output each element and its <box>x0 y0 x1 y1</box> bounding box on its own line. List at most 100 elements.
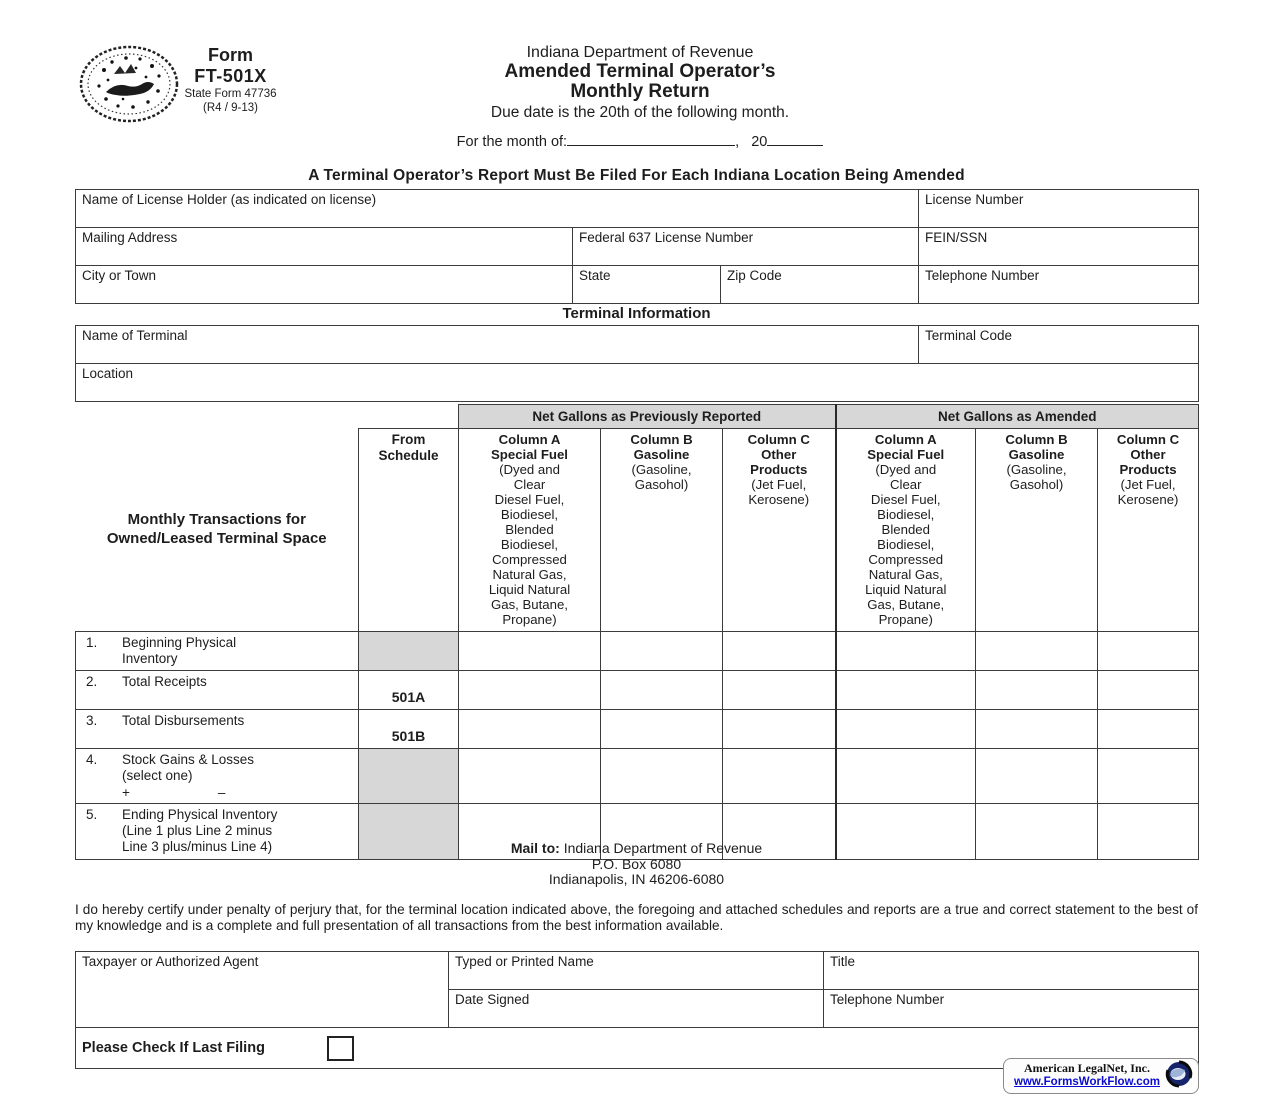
location-field[interactable]: Location <box>75 363 1199 402</box>
field-label: Typed or Printed Name <box>455 954 594 969</box>
group-amended-header: Net Gallons as Amended <box>834 404 1200 429</box>
col-c-previous-header: Column C Other Products (Jet Fuel, Keros… <box>722 428 836 632</box>
col-a-previous-header: Column A Special Fuel (Dyed and Clear Di… <box>458 428 601 632</box>
line5-prev-col-a-cell[interactable] <box>458 802 601 860</box>
form-title-line2: Monthly Return <box>570 81 710 103</box>
line3-prev-col-b-cell[interactable] <box>600 709 723 749</box>
line3-amend-col-c-cell[interactable] <box>1096 709 1200 749</box>
typed-name-field[interactable]: Typed or Printed Name <box>448 951 824 990</box>
group-previously-reported-header: Net Gallons as Previously Reported <box>458 404 836 429</box>
line4-amend-col-c-cell[interactable] <box>1096 748 1200 804</box>
month-line: For the month of:, 20 <box>320 132 960 150</box>
federal-637-license-number-field[interactable]: Federal 637 License Number <box>571 227 920 266</box>
license-holder-table: Name of License Holder (as indicated on … <box>74 189 1200 304</box>
from-schedule-header: From Schedule <box>358 428 459 632</box>
plus-option[interactable]: + <box>122 784 130 800</box>
state-form-number: State Form 47736 <box>184 88 277 101</box>
column-detail: (Dyed and Clear Diesel Fuel, Biodiesel, … <box>488 462 571 627</box>
legalnet-footer-box: American LegalNet, Inc. www.FormsWorkFlo… <box>1003 1058 1199 1094</box>
line1-amend-col-b-cell[interactable] <box>975 631 1098 671</box>
license-number-field[interactable]: License Number <box>918 189 1200 228</box>
field-label: Name of Terminal <box>82 328 188 343</box>
name-of-terminal-field[interactable]: Name of Terminal <box>75 325 919 364</box>
field-label: Terminal Code <box>925 328 1013 343</box>
field-label: Date Signed <box>455 992 530 1007</box>
col-c-amended-header: Column C Other Products (Jet Fuel, Keros… <box>1096 428 1200 632</box>
mail-to-block: Mail to: Indiana Department of Revenue P… <box>75 840 1198 888</box>
date-signed-field[interactable]: Date Signed <box>448 989 824 1028</box>
due-date-note: Due date is the 20th of the following mo… <box>490 104 790 122</box>
line4-amend-col-b-cell[interactable] <box>975 748 1098 804</box>
line5-schedule-cell <box>358 802 459 860</box>
line3-amend-col-a-cell[interactable] <box>834 709 976 749</box>
zip-code-field[interactable]: Zip Code <box>719 265 920 304</box>
line1-prev-col-a-cell[interactable] <box>458 631 601 671</box>
title-field[interactable]: Title <box>823 951 1199 990</box>
year-blank-field[interactable] <box>767 132 824 146</box>
line2-amend-col-c-cell[interactable] <box>1096 670 1200 710</box>
line1-label: 1. Beginning Physical Inventory <box>75 631 359 671</box>
name-of-license-holder-field[interactable]: Name of License Holder (as indicated on … <box>74 189 920 228</box>
line2-prev-col-a-cell[interactable] <box>458 670 601 710</box>
telephone-field[interactable]: Telephone Number <box>823 989 1199 1028</box>
line4-prev-col-b-cell[interactable] <box>600 748 723 804</box>
telephone-number-field[interactable]: Telephone Number <box>918 265 1200 304</box>
table-row: City or Town State Zip Code Telephone Nu… <box>75 265 1200 304</box>
line5-prev-col-c-cell[interactable] <box>722 802 836 860</box>
field-label: Name of License Holder (as indicated on … <box>82 192 377 207</box>
line-label-text: Beginning Physical Inventory <box>122 635 237 666</box>
line2-prev-col-c-cell[interactable] <box>722 670 836 710</box>
column-detail: (Jet Fuel, Kerosene) <box>748 477 810 507</box>
certification-statement: I do hereby certify under penalty of per… <box>75 902 1198 933</box>
line1-amend-col-c-cell[interactable] <box>1096 631 1200 671</box>
line-number: 2. <box>86 674 98 689</box>
column-title: Column B Gasoline <box>1005 432 1068 462</box>
line5-label: 5. Ending Physical Inventory (Line 1 plu… <box>75 802 359 860</box>
line4-prev-col-c-cell[interactable] <box>722 748 836 804</box>
taxpayer-signature-field[interactable]: Taxpayer or Authorized Agent <box>75 951 449 1028</box>
terminal-code-field[interactable]: Terminal Code <box>918 325 1199 364</box>
column-detail: (Gasoline, Gasohol) <box>631 462 692 492</box>
line3-prev-col-a-cell[interactable] <box>458 709 601 749</box>
fein-ssn-field[interactable]: FEIN/SSN <box>918 227 1200 266</box>
line-number: 5. <box>86 806 98 822</box>
column-detail: (Jet Fuel, Kerosene) <box>1117 477 1179 507</box>
line1-prev-col-c-cell[interactable] <box>722 631 836 671</box>
minus-option[interactable]: – <box>217 784 226 800</box>
globe-icon <box>1165 1060 1193 1093</box>
state-field[interactable]: State <box>572 265 721 304</box>
formsworkflow-link[interactable]: www.FormsWorkFlow.com <box>1014 1076 1160 1089</box>
last-filing-checkbox[interactable] <box>326 1035 354 1061</box>
month-comma: , <box>735 134 740 150</box>
last-filing-label: Please Check If Last Filing <box>82 1039 265 1056</box>
line2-schedule-cell: 501A <box>358 670 459 710</box>
column-detail: (Dyed and Clear Diesel Fuel, Biodiesel, … <box>865 462 947 627</box>
form-word: Form <box>208 45 253 65</box>
field-label: State <box>579 268 611 283</box>
line5-amend-col-c-cell[interactable] <box>1096 802 1200 860</box>
field-label: Location <box>82 366 134 381</box>
line2-amend-col-b-cell[interactable] <box>975 670 1098 710</box>
city-or-town-field[interactable]: City or Town <box>75 265 573 304</box>
form-title-block: Indiana Department of Revenue Amended Te… <box>320 44 960 122</box>
field-label: Title <box>830 954 856 969</box>
column-title: Column A Special Fuel <box>491 432 568 462</box>
revision-code: (R4 / 9-13) <box>203 101 258 114</box>
line4-amend-col-a-cell[interactable] <box>834 748 976 804</box>
month-blank-field[interactable] <box>567 132 736 146</box>
line5-amend-col-b-cell[interactable] <box>975 802 1098 860</box>
column-title: Column C Other Products <box>1116 432 1180 477</box>
line2-amend-col-a-cell[interactable] <box>834 670 976 710</box>
terminal-section-heading: Terminal Information <box>562 305 711 322</box>
mailing-address-field[interactable]: Mailing Address <box>75 227 573 266</box>
line3-amend-col-b-cell[interactable] <box>975 709 1098 749</box>
line5-prev-col-b-cell[interactable] <box>600 802 723 860</box>
line4-prev-col-a-cell[interactable] <box>458 748 601 804</box>
line2-prev-col-b-cell[interactable] <box>600 670 723 710</box>
mail-to-label: Mail to: <box>510 840 560 856</box>
line3-prev-col-c-cell[interactable] <box>722 709 836 749</box>
line5-amend-col-a-cell[interactable] <box>834 802 976 860</box>
table-row: Date Signed Telephone Number <box>76 989 1199 1028</box>
line1-prev-col-b-cell[interactable] <box>600 631 723 671</box>
line1-amend-col-a-cell[interactable] <box>834 631 976 671</box>
